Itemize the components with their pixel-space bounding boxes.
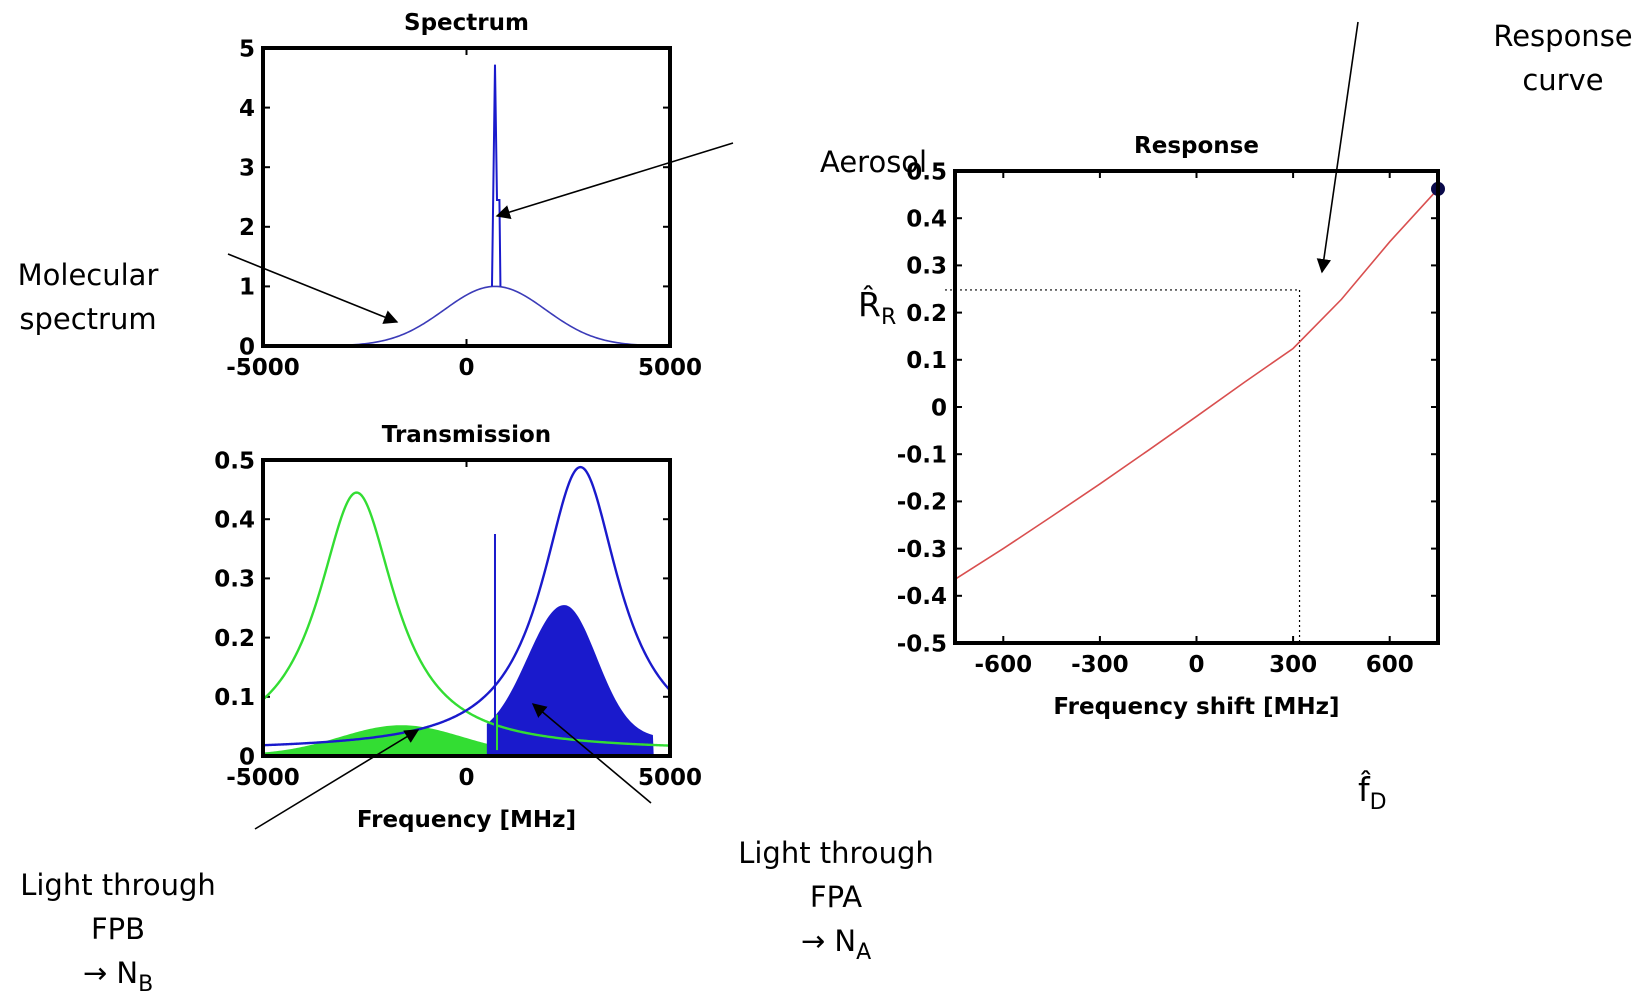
y-tick-label: 0 <box>239 744 255 770</box>
fpb-arrow <box>254 729 420 830</box>
y-tick-label: -0.2 <box>897 490 947 516</box>
y-tick-label: -0.1 <box>897 442 947 468</box>
molecular-spectrum-label: Molecular spectrum <box>17 258 159 336</box>
x-tick-label: -5000 <box>226 355 300 381</box>
y-tick-label: 0.4 <box>906 206 947 232</box>
y-tick-label: 0 <box>239 334 255 360</box>
response-curve-arrow <box>1316 21 1359 274</box>
x-tick-label: 5000 <box>638 765 702 791</box>
chart-title: Spectrum <box>404 10 529 36</box>
aerosol-peak-line <box>490 64 502 287</box>
transmission-chart: Transmission-5000 0 500000.10.20.30.40.5Fr… <box>214 422 702 833</box>
x-axis-label: Frequency shift [MHz] <box>1053 694 1339 720</box>
response-curve-line <box>954 188 1439 580</box>
x-tick-label: -600 <box>975 652 1033 678</box>
fpa-label: Light through FPA → NA <box>738 836 934 965</box>
fpa-arrow <box>531 703 652 804</box>
x-tick-label: 0 <box>458 765 474 791</box>
molecular-spectrum-line <box>263 285 671 347</box>
aerosol-label: Aerosol <box>820 145 928 179</box>
fpb-filled-area <box>263 725 670 756</box>
y-tick-label: 0.3 <box>906 254 947 280</box>
x-tick-label: 5000 <box>638 355 702 381</box>
r-hat-symbol: R̂R <box>858 285 897 330</box>
molecular-spectrum-arrow <box>227 253 399 324</box>
x-tick-label: -300 <box>1071 652 1129 678</box>
y-tick-label: 1 <box>239 275 255 301</box>
y-tick-label: 0.5 <box>906 159 947 185</box>
fpa-count: → N <box>800 924 857 958</box>
y-tick-label: -0.4 <box>897 584 947 610</box>
fpb-count: → N <box>82 956 139 990</box>
f-hat-symbol: f̂D <box>1358 770 1387 815</box>
aerosol-arrow <box>495 142 734 220</box>
chart-title: Transmission <box>382 422 551 448</box>
fpb-label: Light through FPB → NB <box>20 868 216 997</box>
x-tick-label: 300 <box>1269 652 1317 678</box>
y-tick-label: 0.1 <box>906 348 947 374</box>
y-tick-label: -0.5 <box>897 631 947 657</box>
y-tick-label: 4 <box>239 96 255 122</box>
x-tick-label: 600 <box>1366 652 1414 678</box>
plot-frame <box>261 458 672 758</box>
y-tick-label: 0.5 <box>214 448 255 474</box>
y-tick-label: 0.1 <box>214 685 255 711</box>
fpa-filled-area <box>486 605 654 756</box>
x-axis-label: Frequency [MHz] <box>357 807 576 833</box>
y-tick-label: 0.4 <box>214 507 255 533</box>
x-tick-label: -5000 <box>226 765 300 791</box>
annotation-arrows <box>227 21 1359 830</box>
y-tick-label: 0.2 <box>906 301 947 327</box>
response-curve-label: Response curve <box>1493 19 1633 97</box>
y-tick-label: 0.3 <box>214 567 255 593</box>
response-chart: Response -600 -300 0 300 600 -0.5 -0.4 -0.3 -0.2 -… <box>897 133 1445 720</box>
plot-frame <box>261 46 672 348</box>
y-tick-label: -0.3 <box>897 537 947 563</box>
chart-title: Response <box>1134 133 1259 159</box>
x-tick-label: 0 <box>1188 652 1204 678</box>
plot-frame <box>953 169 1440 645</box>
y-tick-label: 0.2 <box>214 626 255 652</box>
y-tick-label: 5 <box>239 36 255 62</box>
y-tick-label: 2 <box>239 215 255 241</box>
x-tick-label: 0 <box>458 355 474 381</box>
y-tick-label: 0 <box>931 395 947 421</box>
y-tick-label: 3 <box>239 155 255 181</box>
fpa-transmission-line <box>262 465 671 747</box>
